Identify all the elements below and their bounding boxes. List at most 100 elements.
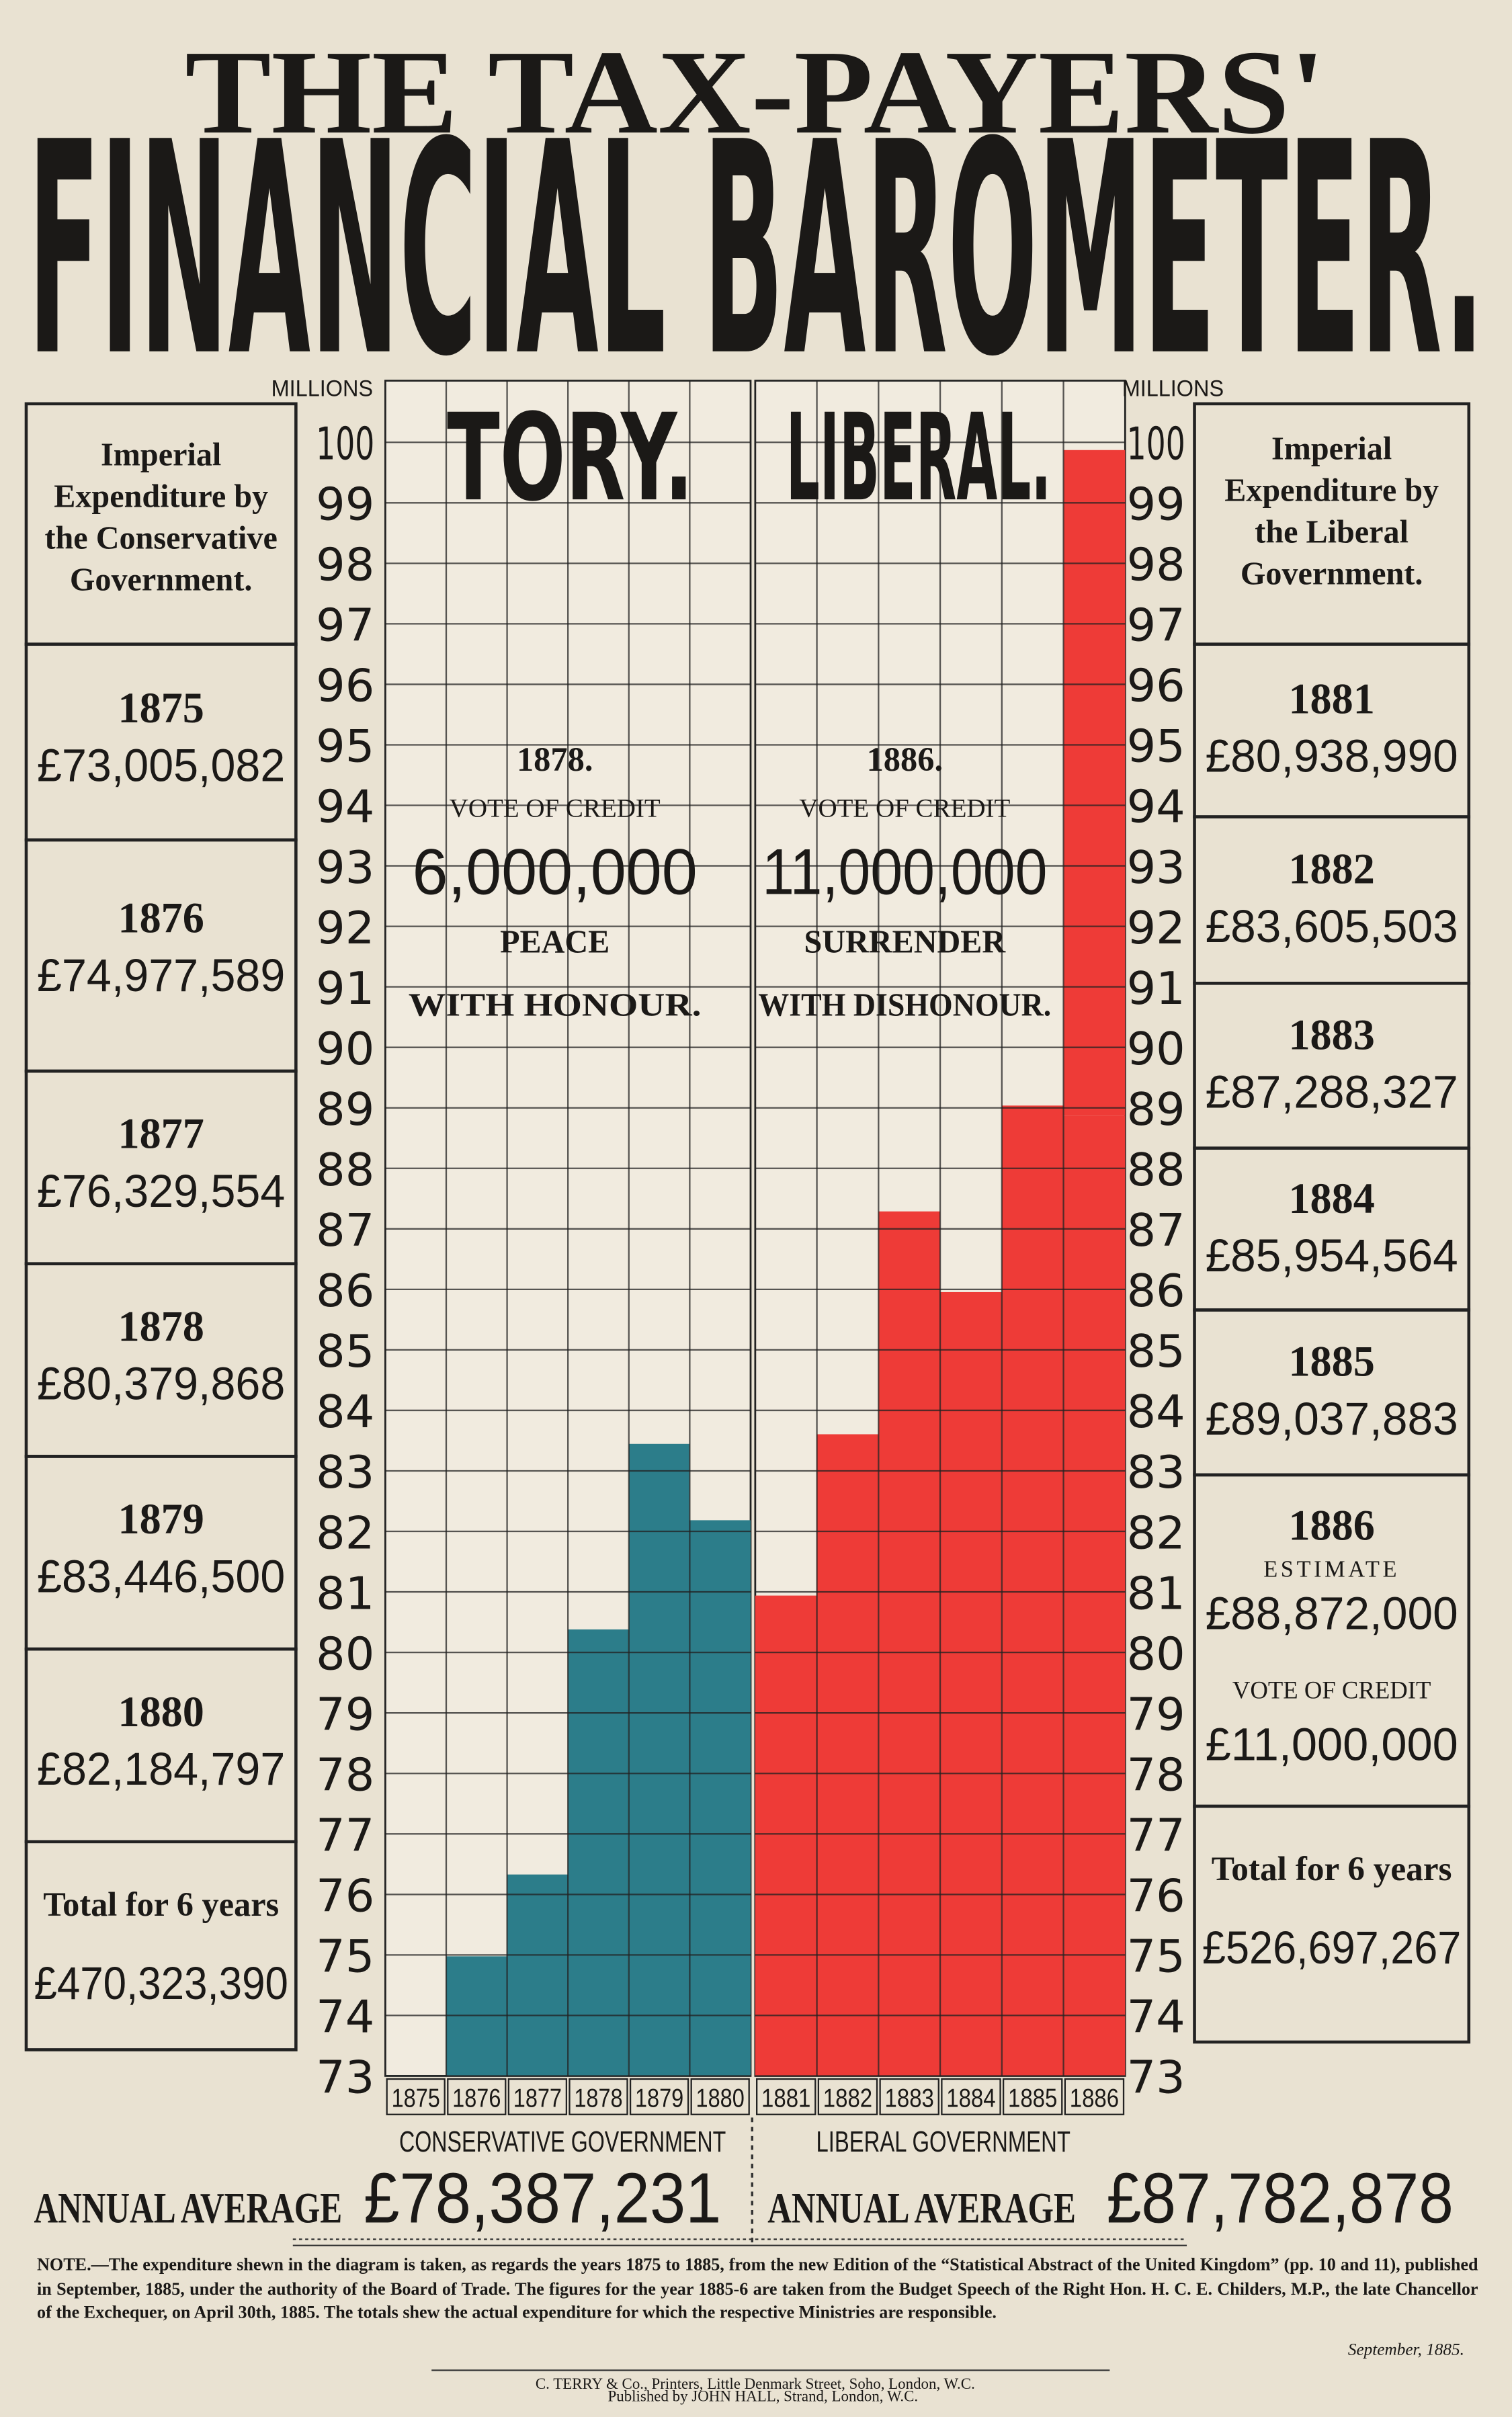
x-tick-box [507,2078,568,2115]
x-tick-box [1064,2078,1125,2115]
bar [628,1443,690,2076]
y-tick-label: 90 [316,1023,374,1075]
y-tick-label: 73 [1127,2051,1185,2104]
side-year: 1881 [1288,675,1374,722]
x-tick-box [879,2078,939,2115]
x-tick-label: 1881 [761,2084,810,2113]
y-tick-label: 85 [1127,1325,1185,1377]
side-value: £83,605,503 [1206,900,1458,952]
bar [689,1520,751,2076]
x-tick-label: 1886 [1070,2084,1119,2113]
x-tick-label: 1877 [513,2084,562,2113]
side-year: 1886 [1288,1501,1374,1549]
y-tick-label: 97 [316,599,374,652]
x-tick-label: 1884 [946,2084,995,2113]
x-tick-label: 1879 [635,2084,683,2113]
y-tick-label: 89 [316,1083,374,1136]
annotation: 11,000,000 [762,836,1047,908]
side-value: £88,872,000 [1206,1587,1458,1639]
x-tick-label: 1882 [823,2084,872,2113]
y-tick-label: 90 [1127,1023,1185,1075]
x-tick-box [447,2078,507,2115]
side-stack-name: VOTE OF CREDIT [1232,1677,1431,1704]
annotation: 1886. [867,740,943,778]
y-tick-label: 83 [1127,1446,1185,1498]
y-tick-label: 78 [1127,1748,1185,1801]
y-tick-label: 84 [1127,1386,1185,1438]
side-value: £74,977,589 [37,949,285,1001]
imprint: Published by JOHN HALL, Strand, London, … [608,2387,919,2404]
y-tick-label: 95 [316,720,374,773]
side-year: 1880 [118,1688,204,1736]
y-tick-label: 77 [316,1809,374,1861]
total-value: £526,697,267 [1202,1922,1461,1974]
y-tick-label: 91 [1127,962,1185,1015]
y-tick-label: 98 [316,539,374,591]
side-heading: Government. [70,562,253,597]
average-label: ANNUAL AVERAGE [34,2184,342,2232]
annotation: WITH DISHONOUR. [758,987,1051,1023]
x-tick-label: 1885 [1008,2084,1057,2113]
x-tick-box [1002,2078,1063,2115]
x-tick-label: 1880 [696,2084,745,2113]
bar [568,1629,629,2076]
side-year: 1879 [118,1495,204,1543]
side-heading: Imperial [1271,431,1392,466]
bar [507,1874,569,2076]
annotation: VOTE OF CREDIT [450,794,661,823]
bar [1001,1105,1064,2076]
side-year: 1875 [118,684,204,732]
annotation: 1878. [517,740,593,778]
bar [940,1291,1002,2076]
bar [1063,1115,1126,2076]
side-year: 1876 [118,894,204,942]
y-tick-label: 76 [1127,1870,1185,1922]
y-tick-label: 86 [1127,1265,1185,1317]
y-tick-label: 97 [1127,599,1185,652]
side-value: £85,954,564 [1206,1230,1458,1281]
side-heading: Expenditure by [54,479,268,515]
side-stack-value: £11,000,000 [1206,1718,1458,1770]
y-tick-label: 96 [1127,660,1185,712]
panel-title: LIBERAL. [786,388,1051,528]
side-heading: Expenditure by [1224,472,1439,508]
imprint: C. TERRY & Co., Printers, Little Denmark… [536,2375,975,2392]
y-tick-label: 74 [316,1991,374,2043]
y-tick-label: 81 [1127,1567,1185,1619]
y-tick-label: 92 [1127,902,1185,954]
side-value: £83,446,500 [37,1550,285,1602]
y-tick-label: 95 [1127,720,1185,773]
side-value: £87,288,327 [1206,1066,1458,1118]
annotation: PEACE [500,924,610,960]
y-tick-label: 92 [316,902,374,954]
y-tick-label: 85 [316,1325,374,1377]
y-tick-label: 83 [316,1446,374,1498]
x-tick-label: 1883 [885,2084,934,2113]
y-tick-label: 87 [1127,1204,1185,1257]
y-tick-label: 80 [1127,1627,1185,1680]
y-tick-label: 78 [316,1748,374,1801]
y-tick-label: 98 [1127,539,1185,591]
x-tick-box [629,2078,689,2115]
x-tick-box [817,2078,878,2115]
y-tick-label: 79 [1127,1688,1185,1740]
y-tick-label: 81 [316,1567,374,1619]
x-tick-box [690,2078,750,2115]
side-year: 1882 [1288,845,1374,893]
y-tick-label: 94 [1127,781,1185,833]
total-label: Total for 6 years [43,1885,279,1923]
y-tick-label: 79 [316,1688,374,1740]
bar [755,1595,817,2076]
poster-title: THE TAX-PAYERS' [185,26,1325,159]
average-value: £78,387,231 [364,2158,721,2238]
side-value: £89,037,883 [1206,1393,1458,1445]
y-tick-label: 76 [316,1870,374,1922]
y-tick-label: 73 [316,2051,374,2104]
side-value: £80,379,868 [37,1358,285,1410]
y-tick-label: 75 [316,1931,374,1983]
side-heading: Imperial [101,437,221,473]
side-year: 1885 [1288,1338,1374,1386]
annotation: 6,000,000 [413,836,698,908]
